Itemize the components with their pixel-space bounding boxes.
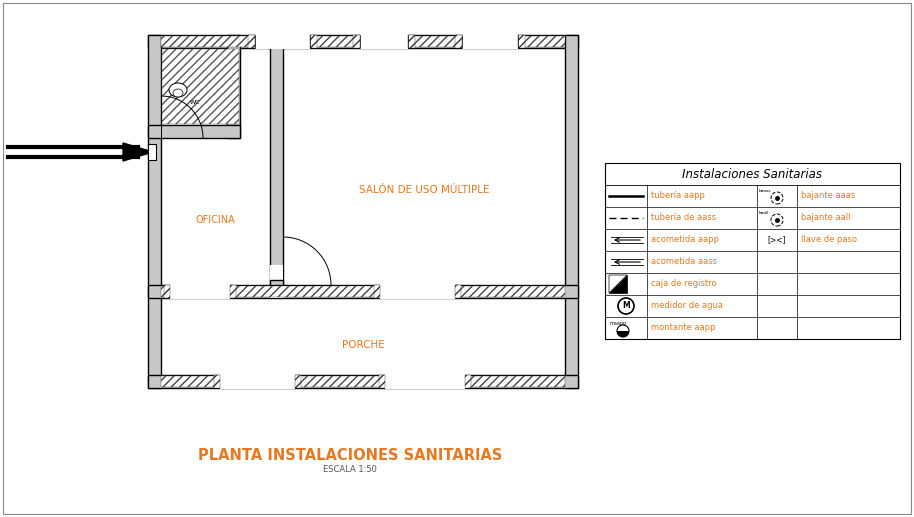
Circle shape [771,192,783,204]
Ellipse shape [173,89,183,97]
Bar [161,286,565,297]
Text: acometida aapp: acometida aapp [651,236,719,245]
Bar [214,375,220,388]
Text: M: M [622,301,630,311]
Bar [605,163,900,339]
Circle shape [617,325,629,337]
Bar [455,35,462,48]
Bar [353,35,360,48]
Bar [270,265,283,298]
Bar [161,376,565,387]
Text: caja de registro: caja de registro [651,280,717,288]
Text: PLANTA INSTALACIONES SANITARIAS: PLANTA INSTALACIONES SANITARIAS [197,448,502,463]
Bar [270,35,283,285]
Circle shape [618,298,634,314]
Bar [248,35,255,48]
Bar [148,375,578,388]
Bar [161,298,565,375]
Bar [230,285,236,298]
Bar [148,125,240,138]
Bar [148,35,578,48]
Ellipse shape [169,83,187,97]
Wedge shape [617,331,629,337]
Bar [227,35,240,138]
Bar [148,285,578,298]
Bar [148,144,156,160]
Text: [><]: [><] [768,236,786,245]
Text: acometida aass: acometida aass [651,257,717,266]
Bar [360,33,408,49]
Bar [270,280,283,285]
Bar [295,375,301,388]
Bar [170,283,230,299]
Text: tubería de aass: tubería de aass [651,214,717,222]
Bar [220,373,295,389]
Text: montante aapp: montante aapp [651,324,716,332]
Text: maapp: maapp [610,321,627,326]
Bar [162,49,239,124]
Bar [310,35,317,48]
Text: SALÓN DE USO MÚLTIPLE: SALÓN DE USO MÚLTIPLE [359,185,489,195]
Text: OFICINA: OFICINA [196,215,236,225]
Polygon shape [609,275,627,293]
Bar [374,285,380,298]
Text: tubería aapp: tubería aapp [651,191,705,201]
Bar [455,285,461,298]
Bar [385,373,465,389]
Bar [465,375,471,388]
Text: llave de paso: llave de paso [801,236,857,245]
Text: Instalaciones Sanitarias: Instalaciones Sanitarias [683,168,823,180]
Text: medidor de agua: medidor de agua [651,301,723,311]
Bar [148,35,161,388]
Bar [255,33,310,49]
Bar [462,33,518,49]
Text: bajante aall: bajante aall [801,214,851,222]
Bar [379,375,385,388]
Bar [380,283,455,299]
Bar [161,61,565,285]
Bar [408,35,415,48]
Bar [518,35,525,48]
Text: baall: baall [759,211,770,215]
Bar [164,285,170,298]
Bar [565,35,578,388]
Text: baass: baass [759,189,771,193]
Bar [161,36,565,47]
Text: bajante aaas: bajante aaas [801,191,856,201]
Polygon shape [609,275,627,293]
Text: WC: WC [190,100,200,105]
Text: ESCALA 1:50: ESCALA 1:50 [323,465,377,475]
Polygon shape [123,143,153,161]
Text: PORCHE: PORCHE [342,340,385,350]
Circle shape [771,214,783,226]
